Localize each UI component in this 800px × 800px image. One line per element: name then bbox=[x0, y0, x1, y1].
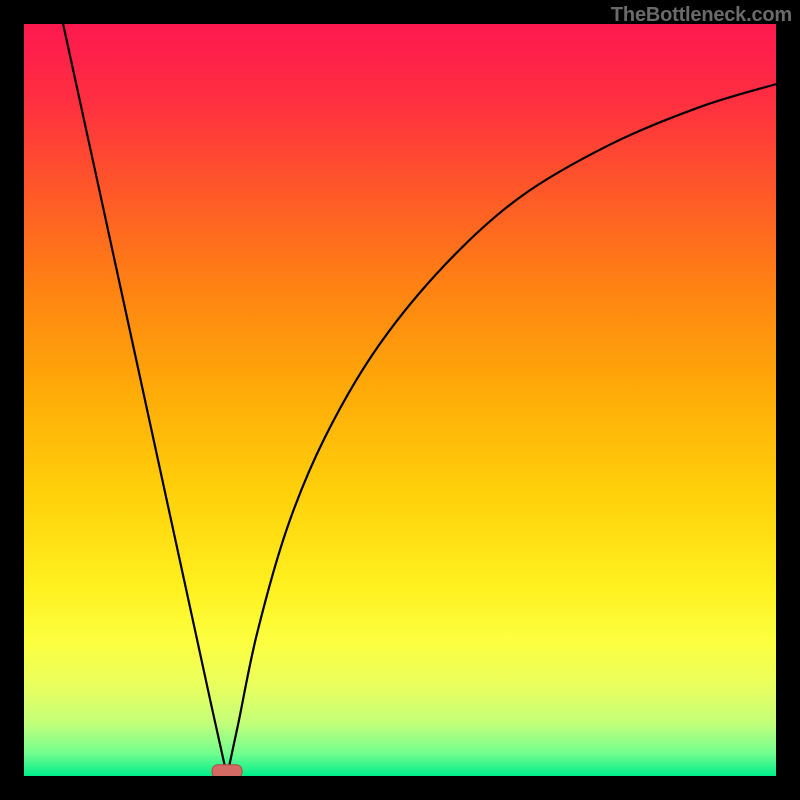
chart-background bbox=[24, 24, 776, 776]
watermark-text: TheBottleneck.com bbox=[611, 4, 792, 27]
bottleneck-chart bbox=[0, 0, 800, 800]
chart-frame: TheBottleneck.com bbox=[0, 0, 800, 800]
